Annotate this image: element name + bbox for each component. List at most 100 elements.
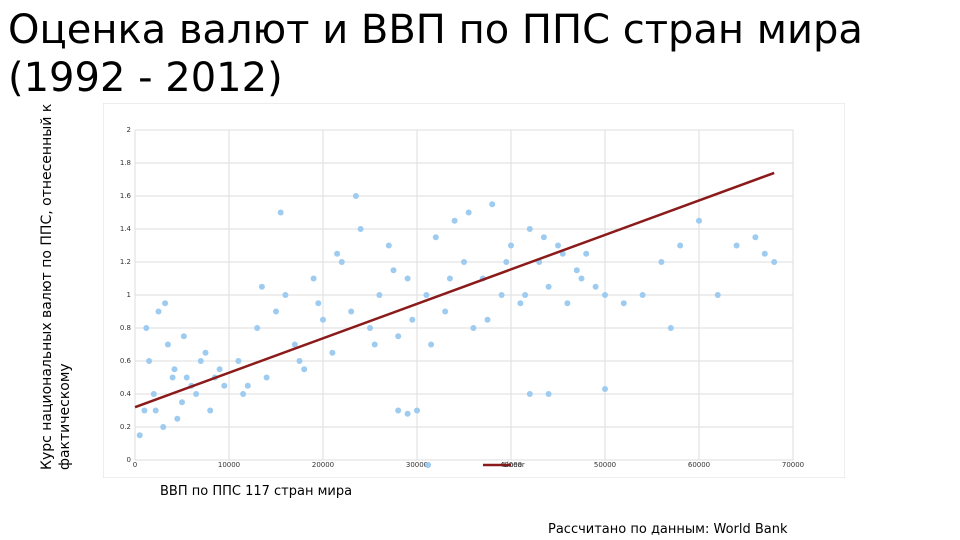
y-tick-label: 0.4 xyxy=(120,390,132,398)
scatter-point xyxy=(503,259,510,265)
scatter-point xyxy=(202,349,209,356)
scatter-point xyxy=(667,325,674,331)
x-tick-label: 10000 xyxy=(218,461,240,469)
scatter-point xyxy=(714,292,721,298)
scatter-point xyxy=(658,259,665,265)
scatter-point xyxy=(564,300,571,307)
trend-line xyxy=(134,171,775,409)
scatter-point xyxy=(545,283,552,290)
chart: 0 0.2 0.4 0.6 0.8 1 1.2 1.4 1.6 1.8 2 0 10000 20000 30… xyxy=(103,103,845,478)
x-tick-label: 0 xyxy=(133,461,137,469)
scatter-point xyxy=(162,300,169,307)
scatter-point xyxy=(414,407,420,414)
scatter-point xyxy=(164,341,171,348)
scatter-point xyxy=(470,325,477,331)
scatter-point xyxy=(155,308,162,315)
scatter-point xyxy=(329,349,336,356)
scatter-point xyxy=(639,292,646,298)
scatter-point xyxy=(395,333,402,340)
scatter-point xyxy=(216,366,223,373)
y-tick-label: 1.4 xyxy=(120,225,132,233)
y-tick-label: 0 xyxy=(127,456,131,464)
scatter-point xyxy=(258,283,265,290)
source-note: Рассчитано по данным: World Bank xyxy=(548,522,788,537)
scatter-point xyxy=(183,374,190,381)
scatter-point xyxy=(141,407,148,414)
scatter-point xyxy=(338,259,345,265)
scatter-point xyxy=(677,242,684,249)
scatter-point xyxy=(193,391,200,397)
scatter-point xyxy=(752,234,759,241)
scatter-point xyxy=(334,250,341,257)
scatter-point xyxy=(371,341,378,348)
scatter-point xyxy=(357,226,364,232)
scatter-point xyxy=(390,267,397,274)
scatter-point xyxy=(296,358,303,364)
scatter-point xyxy=(207,407,214,414)
scatter-point xyxy=(320,316,326,323)
scatter-point xyxy=(385,242,392,249)
y-axis-label: Курс национальных валют по ППС, отнесенн… xyxy=(39,103,73,470)
scatter-point xyxy=(277,209,284,216)
scatter-point xyxy=(180,333,187,340)
scatter-point xyxy=(404,275,411,282)
x-axis-label: ВВП по ППС 117 стран мира xyxy=(160,484,353,499)
scatter-point xyxy=(451,217,458,224)
scatter-point xyxy=(620,300,627,307)
scatter-point xyxy=(442,308,449,315)
scatter-point xyxy=(310,275,317,282)
scatter-point xyxy=(273,308,279,315)
y-tick-label: 1.6 xyxy=(120,192,132,200)
scatter-point xyxy=(315,300,322,307)
scatter-point xyxy=(197,358,204,364)
y-tick-label: 1.8 xyxy=(120,159,131,167)
legend-marker xyxy=(425,462,431,468)
scatter-point xyxy=(498,292,505,298)
scatter-point xyxy=(428,341,435,348)
x-tick-label: 70000 xyxy=(782,461,804,469)
scatter-point xyxy=(555,242,561,249)
y-tick-label: 1 xyxy=(127,291,131,299)
scatter-point xyxy=(352,193,359,199)
scatter-point xyxy=(522,292,529,298)
scatter-point xyxy=(221,382,228,389)
scatter-point xyxy=(696,217,702,224)
scatter-point xyxy=(174,415,181,422)
scatter-point xyxy=(409,316,416,323)
chart-frame xyxy=(103,103,845,478)
scatter-point xyxy=(489,201,496,208)
scatter-point xyxy=(526,226,533,232)
scatter-point xyxy=(404,410,411,417)
y-tick-label: 0.2 xyxy=(120,423,131,431)
scatter-point xyxy=(733,242,740,249)
scatter-point xyxy=(545,391,552,397)
slide-title: Оценка валют и ВВП по ППС стран мира (19… xyxy=(8,7,863,101)
x-tick-label: 50000 xyxy=(594,461,616,469)
scatter-point xyxy=(146,358,153,364)
scatter-point xyxy=(235,358,242,364)
scatter-point xyxy=(592,283,599,290)
scatter-point xyxy=(160,424,167,430)
scatter-point xyxy=(150,391,157,397)
legend-label: Linear xyxy=(503,461,525,469)
x-tick-label: 60000 xyxy=(688,461,710,469)
scatter-point xyxy=(376,292,383,298)
scatter-point xyxy=(578,275,585,282)
scatter-point xyxy=(301,366,308,373)
scatter-point xyxy=(761,250,768,257)
scatter-point xyxy=(171,366,178,373)
y-tick-label: 0.8 xyxy=(120,324,131,332)
x-tick-label: 20000 xyxy=(312,461,334,469)
scatter-point xyxy=(508,242,514,249)
scatter-point xyxy=(484,316,491,323)
scatter-point xyxy=(240,391,247,397)
scatter-point xyxy=(540,234,547,241)
scatter-point xyxy=(423,292,430,298)
scatter-point xyxy=(602,386,608,393)
scatter-point xyxy=(573,267,580,274)
scatter-point xyxy=(291,341,298,348)
scatter-point xyxy=(446,275,453,282)
scatter-point xyxy=(583,250,590,257)
scatter-point xyxy=(169,374,176,381)
